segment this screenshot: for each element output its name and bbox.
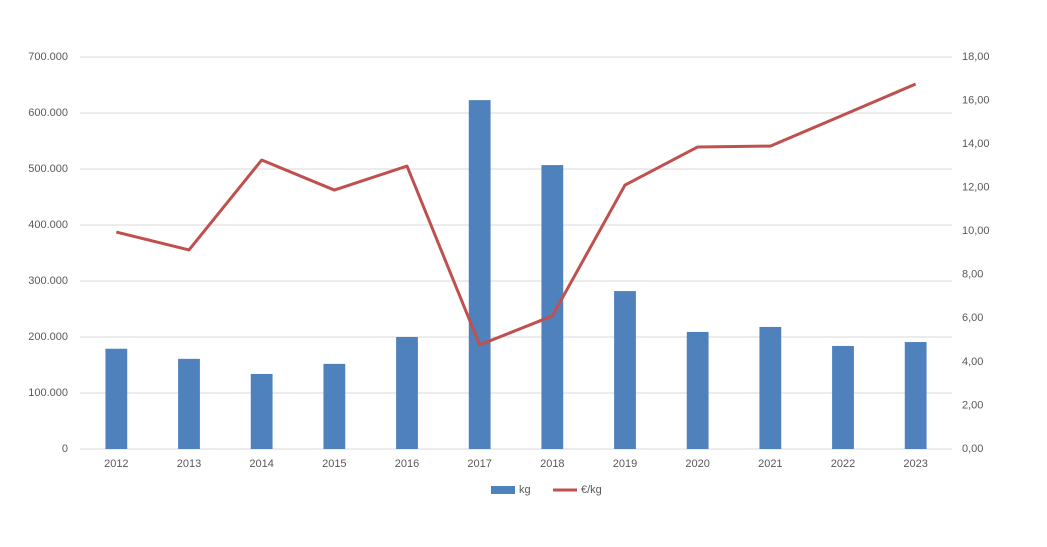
y2-tick-label: 14,00 (962, 138, 990, 150)
y2-tick-label: 6,00 (962, 312, 983, 324)
y2-tick-label: 18,00 (962, 51, 990, 63)
line-series (115, 82, 917, 347)
y2-tick-label: 0,00 (962, 443, 983, 455)
x-tick-label: 2013 (177, 458, 201, 470)
x-tick-label: 2017 (467, 458, 491, 470)
bar (759, 326, 782, 449)
x-tick-label: 2019 (613, 458, 637, 470)
bar (468, 100, 491, 450)
legend-label: kg (519, 484, 531, 496)
legend-label: €/kg (581, 484, 602, 496)
legend-swatch (491, 486, 515, 494)
x-tick-label: 2014 (249, 458, 273, 470)
y-tick-label: 100.000 (28, 387, 68, 399)
x-tick-label: 2016 (395, 458, 419, 470)
bar (323, 363, 346, 449)
bar (396, 337, 418, 449)
x-tick-label: 2021 (758, 458, 782, 470)
x-tick-label: 2015 (322, 458, 346, 470)
bar (250, 373, 273, 449)
y-tick-label: 500.000 (28, 163, 68, 175)
x-tick-label: 2022 (831, 458, 855, 470)
bar (105, 348, 128, 449)
y-tick-label: 700.000 (28, 51, 68, 63)
y-tick-label: 200.000 (28, 331, 68, 343)
y-tick-label: 600.000 (28, 107, 68, 119)
y2-tick-label: 2,00 (962, 399, 983, 411)
bar (904, 342, 927, 449)
y2-tick-label: 12,00 (962, 182, 990, 194)
bar (541, 165, 564, 449)
x-tick-label: 2020 (685, 458, 709, 470)
x-tick-label: 2023 (903, 458, 927, 470)
y-tick-label: 300.000 (28, 275, 68, 287)
y2-tick-label: 16,00 (962, 94, 990, 106)
y2-tick-label: 4,00 (962, 356, 983, 368)
x-tick-label: 2012 (104, 458, 128, 470)
bar (178, 358, 200, 449)
y2-tick-label: 10,00 (962, 225, 990, 237)
bar (614, 291, 636, 449)
y-tick-label: 0 (62, 443, 68, 455)
y-tick-label: 400.000 (28, 219, 68, 231)
bar (686, 331, 709, 449)
bar (832, 345, 854, 449)
x-tick-label: 2018 (540, 458, 564, 470)
y2-tick-label: 8,00 (962, 269, 983, 281)
